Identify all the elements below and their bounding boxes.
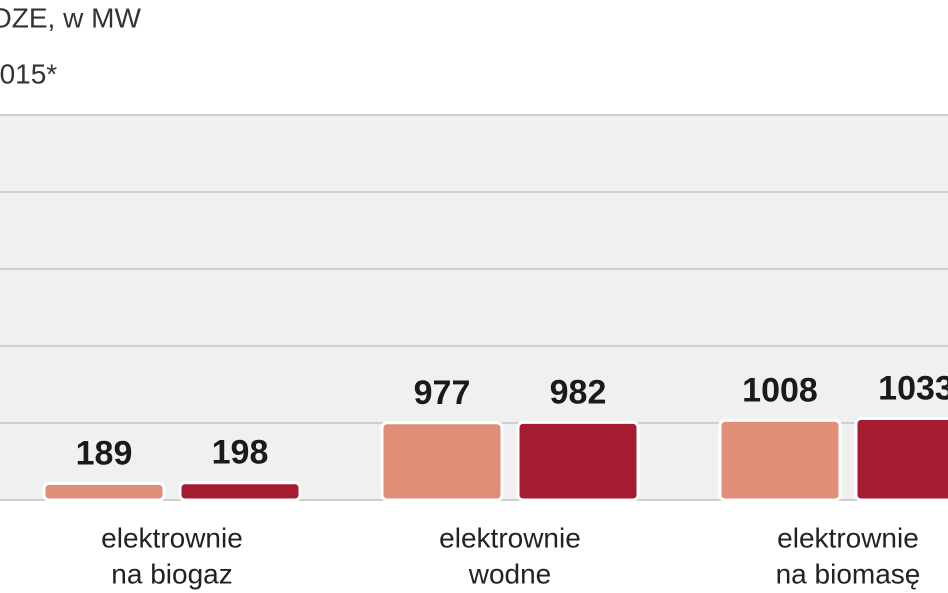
chart-subtitle: 2015* [0, 58, 57, 89]
value-label: 1008 [742, 371, 818, 409]
value-label: 977 [414, 374, 471, 412]
x-tick-label: na biogaz [111, 558, 232, 589]
x-tick-label: elektrownie [101, 522, 243, 553]
x-tick-label: elektrownie [777, 522, 919, 553]
bar [380, 421, 504, 502]
bar [854, 416, 948, 502]
value-label: 198 [212, 434, 269, 472]
x-tick-label: wodne [468, 558, 552, 589]
bar [42, 481, 166, 502]
value-label: 1033 [878, 369, 948, 407]
chart-title: OZE, w MW [0, 2, 141, 33]
x-tick-label: elektrownie [439, 522, 581, 553]
value-label: 189 [76, 434, 133, 472]
bar [178, 481, 302, 502]
x-tick-label: na biomasę [776, 558, 921, 589]
value-label: 982 [550, 373, 607, 411]
bar [718, 418, 842, 502]
bar [516, 420, 640, 502]
